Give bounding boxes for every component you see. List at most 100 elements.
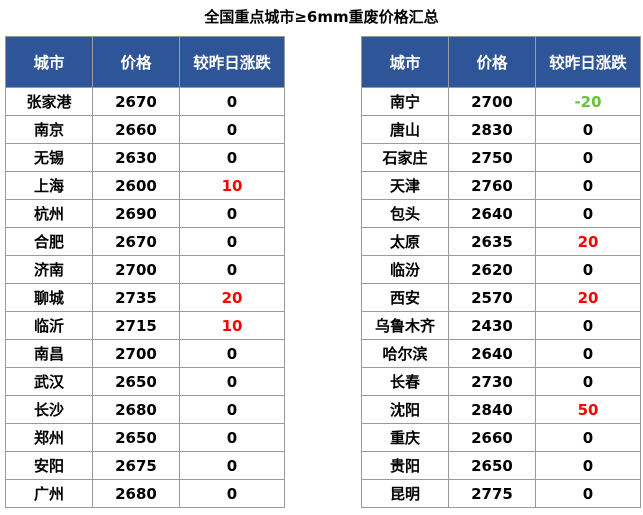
table-row: 重庆 2660 0	[361, 423, 641, 452]
change-cell: 0	[535, 115, 641, 144]
change-cell: 0	[179, 115, 285, 144]
city-cell: 临汾	[361, 255, 449, 284]
city-cell: 临沂	[5, 311, 93, 340]
city-cell: 长春	[361, 367, 449, 396]
city-cell: 天津	[361, 171, 449, 200]
city-cell: 济南	[5, 255, 93, 284]
change-cell: 0	[535, 311, 641, 340]
table-row: 长沙 2680 0	[5, 395, 285, 424]
change-cell: 10	[179, 311, 285, 340]
table-row: 沈阳 2840 50	[361, 395, 641, 424]
city-cell: 长沙	[5, 395, 93, 424]
column-header-change: 较昨日涨跌	[535, 36, 641, 88]
price-cell: 2715	[92, 311, 180, 340]
price-cell: 2570	[448, 283, 536, 312]
change-cell: 0	[535, 199, 641, 228]
change-cell: -20	[535, 87, 641, 116]
city-cell: 哈尔滨	[361, 339, 449, 368]
table-row: 合肥 2670 0	[5, 227, 285, 256]
city-cell: 合肥	[5, 227, 93, 256]
change-cell: 0	[179, 227, 285, 256]
price-cell: 2700	[92, 255, 180, 284]
table-row: 无锡 2630 0	[5, 143, 285, 172]
table-row: 石家庄 2750 0	[361, 143, 641, 172]
table-row: 唐山 2830 0	[361, 115, 641, 144]
city-cell: 南昌	[5, 339, 93, 368]
table-row: 武汉 2650 0	[5, 367, 285, 396]
city-cell: 南宁	[361, 87, 449, 116]
price-cell: 2830	[448, 115, 536, 144]
price-cell: 2760	[448, 171, 536, 200]
column-header-price: 价格	[92, 36, 180, 88]
table-row: 临汾 2620 0	[361, 255, 641, 284]
table-row: 太原 2635 20	[361, 227, 641, 256]
price-cell: 2670	[92, 227, 180, 256]
price-cell: 2700	[92, 339, 180, 368]
change-cell: 0	[535, 423, 641, 452]
price-cell: 2730	[448, 367, 536, 396]
change-cell: 0	[179, 479, 285, 508]
price-cell: 2660	[448, 423, 536, 452]
change-cell: 0	[535, 171, 641, 200]
table-row: 西安 2570 20	[361, 283, 641, 312]
table-header-row: 城市 价格 较昨日涨跌	[5, 36, 285, 88]
price-cell: 2635	[448, 227, 536, 256]
city-cell: 武汉	[5, 367, 93, 396]
price-cell: 2600	[92, 171, 180, 200]
price-cell: 2620	[448, 255, 536, 284]
change-cell: 10	[179, 171, 285, 200]
change-cell: 20	[535, 227, 641, 256]
change-cell: 0	[179, 339, 285, 368]
city-cell: 石家庄	[361, 143, 449, 172]
change-cell: 0	[535, 367, 641, 396]
city-cell: 无锡	[5, 143, 93, 172]
price-cell: 2640	[448, 339, 536, 368]
change-cell: 0	[535, 451, 641, 480]
table-row: 南昌 2700 0	[5, 339, 285, 368]
table-row: 南宁 2700 -20	[361, 87, 641, 116]
city-cell: 南京	[5, 115, 93, 144]
column-header-city: 城市	[5, 36, 93, 88]
city-cell: 唐山	[361, 115, 449, 144]
city-cell: 贵阳	[361, 451, 449, 480]
price-cell: 2660	[92, 115, 180, 144]
price-cell: 2680	[92, 479, 180, 508]
change-cell: 0	[535, 479, 641, 508]
table-row: 上海 2600 10	[5, 171, 285, 200]
table-row: 郑州 2650 0	[5, 423, 285, 452]
city-cell: 西安	[361, 283, 449, 312]
city-cell: 聊城	[5, 283, 93, 312]
city-cell: 张家港	[5, 87, 93, 116]
table-row: 天津 2760 0	[361, 171, 641, 200]
change-cell: 0	[179, 451, 285, 480]
table-row: 长春 2730 0	[361, 367, 641, 396]
city-cell: 广州	[5, 479, 93, 508]
city-cell: 包头	[361, 199, 449, 228]
price-cell: 2775	[448, 479, 536, 508]
city-cell: 上海	[5, 171, 93, 200]
price-cell: 2680	[92, 395, 180, 424]
city-cell: 安阳	[5, 451, 93, 480]
column-header-change: 较昨日涨跌	[179, 36, 285, 88]
price-cell: 2640	[448, 199, 536, 228]
price-cell: 2750	[448, 143, 536, 172]
change-cell: 0	[535, 255, 641, 284]
city-cell: 太原	[361, 227, 449, 256]
page-title: 全国重点城市≥6mm重废价格汇总	[204, 8, 439, 26]
change-cell: 0	[535, 339, 641, 368]
right-price-table: 城市 价格 较昨日涨跌 南宁 2700 -20 唐山 2830 0 石家庄 2750 0 天津 27…	[361, 36, 641, 508]
change-cell: 0	[179, 367, 285, 396]
table-header-row: 城市 价格 较昨日涨跌	[361, 36, 641, 88]
price-cell: 2700	[448, 87, 536, 116]
table-row: 聊城 2735 20	[5, 283, 285, 312]
price-cell: 2650	[92, 367, 180, 396]
table-row: 济南 2700 0	[5, 255, 285, 284]
change-cell: 0	[179, 87, 285, 116]
change-cell: 0	[179, 423, 285, 452]
table-row: 临沂 2715 10	[5, 311, 285, 340]
table-row: 杭州 2690 0	[5, 199, 285, 228]
city-cell: 杭州	[5, 199, 93, 228]
table-row: 安阳 2675 0	[5, 451, 285, 480]
city-cell: 郑州	[5, 423, 93, 452]
city-cell: 沈阳	[361, 395, 449, 424]
